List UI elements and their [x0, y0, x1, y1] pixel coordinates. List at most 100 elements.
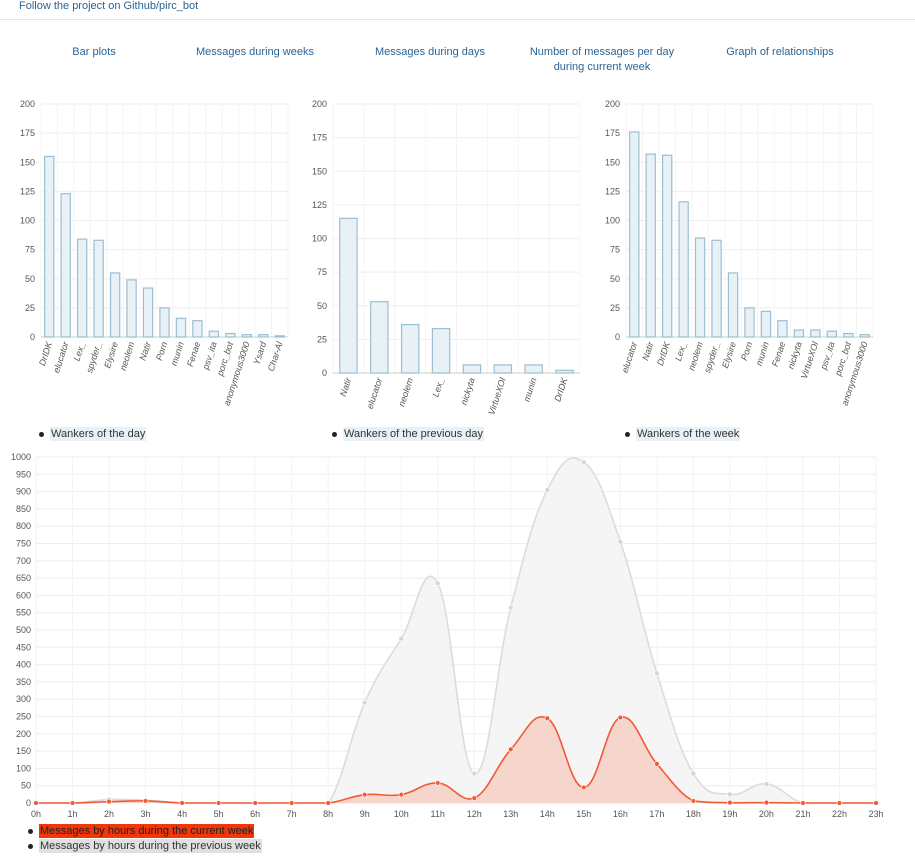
- bar: [258, 334, 269, 338]
- data-point-current-week: [69, 800, 76, 806]
- x-tick-label: 6h: [250, 809, 260, 819]
- y-tick-label: 50: [610, 274, 620, 284]
- y-tick-label: 600: [16, 590, 31, 600]
- data-point-current-week: [508, 746, 514, 753]
- nav-messages-per-day-line2: during current week: [553, 61, 651, 73]
- bar: [109, 272, 121, 338]
- y-tick-label: 175: [20, 128, 35, 138]
- y-tick-label: 125: [20, 186, 35, 196]
- x-tick-label: Char-Al: [266, 340, 285, 373]
- bar: [431, 328, 451, 374]
- nav-messages-days[interactable]: Messages during days: [374, 46, 486, 58]
- y-tick-label: 950: [16, 469, 31, 479]
- data-point-current-week: [252, 800, 258, 806]
- bar: [225, 332, 236, 338]
- bar: [192, 320, 203, 338]
- x-tick-label: 18h: [686, 809, 701, 819]
- x-tick-label: DrIDK: [655, 340, 672, 367]
- y-tick-label: 150: [312, 166, 327, 176]
- x-tick-label: Lex_: [72, 341, 88, 363]
- x-tick-label: neolem: [118, 340, 137, 372]
- x-tick-label: 17h: [649, 809, 664, 819]
- bar: [274, 335, 285, 338]
- y-tick-label: 100: [16, 763, 31, 773]
- y-tick-label: 25: [317, 334, 327, 344]
- y-tick-label: 100: [20, 216, 35, 226]
- nav-bar-plots[interactable]: Bar plots: [72, 46, 116, 58]
- data-point-previous-week: [361, 699, 368, 706]
- bar: [493, 364, 513, 374]
- bar: [777, 320, 788, 338]
- top-bar: Follow the project on Github/pirc_bot: [0, 0, 915, 20]
- nav-graph-relationships[interactable]: Graph of relationships: [726, 46, 834, 58]
- x-tick-label: 23h: [868, 809, 883, 819]
- y-tick-label: 25: [25, 303, 35, 313]
- bar: [339, 217, 358, 374]
- bar: [810, 329, 821, 338]
- x-tick-label: 4h: [177, 809, 187, 819]
- x-tick-label: Natir: [640, 340, 656, 362]
- y-tick-label: 125: [605, 186, 620, 196]
- bar: [678, 201, 689, 338]
- bar: [694, 237, 706, 338]
- data-point-current-week: [471, 795, 477, 801]
- x-tick-label: 5h: [214, 809, 224, 819]
- nav-messages-per-day-line1: Number of messages per day: [529, 46, 675, 58]
- y-tick-label: 450: [16, 642, 31, 652]
- data-point-current-week: [33, 800, 39, 806]
- y-tick-label: 1000: [11, 452, 31, 462]
- legend-previous-day[interactable]: Wankers of the previous day: [330, 427, 484, 441]
- x-tick-label: 19h: [722, 809, 737, 819]
- y-tick-label: 500: [16, 625, 31, 635]
- bar: [793, 329, 805, 338]
- data-point-previous-week: [690, 770, 697, 777]
- x-tick-label: munin: [169, 341, 186, 367]
- legend-dot-icon: [28, 828, 33, 834]
- legend-current-week[interactable]: Messages by hours during the current wee…: [26, 824, 255, 838]
- y-tick-label: 175: [605, 128, 620, 138]
- data-point-previous-week: [763, 781, 770, 787]
- x-tick-label: Lex_: [673, 341, 689, 363]
- y-tick-label: 850: [16, 504, 31, 514]
- data-point-current-week: [215, 800, 222, 806]
- x-tick-label: elucator: [620, 340, 640, 374]
- x-tick-label: 13h: [503, 809, 518, 819]
- github-link[interactable]: Follow the project on Github/pirc_bot: [19, 0, 199, 12]
- x-tick-label: neolem: [396, 376, 415, 408]
- y-tick-label: 900: [16, 487, 31, 497]
- hourly-area-chart: 0 50 100 150 200 250 300 350 400 450 500 550 600 650 7…: [11, 452, 884, 819]
- data-point-current-week: [435, 780, 441, 786]
- x-tick-label: 22h: [832, 809, 847, 819]
- x-tick-label: elucator: [365, 376, 385, 410]
- bar: [826, 330, 838, 338]
- legend-dot-icon: [625, 431, 630, 437]
- legend-dot-icon: [39, 431, 44, 437]
- bar: [370, 301, 389, 374]
- x-tick-label: 10h: [394, 809, 409, 819]
- legend-previous-week[interactable]: Messages by hours during the previous we…: [26, 839, 262, 853]
- data-point-current-week: [581, 784, 587, 791]
- data-point-current-week: [727, 799, 733, 806]
- x-tick-label: elucator: [51, 340, 71, 374]
- bar: [208, 330, 220, 338]
- bar: [159, 307, 170, 338]
- legend-week[interactable]: Wankers of the week: [623, 427, 741, 441]
- nav-messages-per-day[interactable]: Number of messages per day during curren…: [520, 45, 684, 75]
- data-point-current-week: [142, 798, 149, 804]
- nav-messages-weeks[interactable]: Messages during weeks: [195, 46, 314, 58]
- data-point-current-week: [106, 798, 112, 805]
- y-tick-label: 250: [16, 712, 31, 722]
- x-tick-label: 21h: [795, 809, 810, 819]
- y-tick-label: 200: [312, 99, 327, 109]
- y-tick-label: 800: [16, 521, 31, 531]
- y-tick-label: 50: [317, 301, 327, 311]
- y-tick-label: 25: [610, 303, 620, 313]
- y-tick-label: 400: [16, 660, 31, 670]
- x-tick-label: nickyta: [459, 377, 477, 407]
- x-tick-label: psv_ita: [200, 341, 219, 372]
- legend-day[interactable]: Wankers of the day: [37, 427, 147, 441]
- x-tick-label: VirtueXOl: [486, 376, 508, 417]
- y-tick-label: 650: [16, 573, 31, 583]
- data-point-current-week: [836, 800, 843, 806]
